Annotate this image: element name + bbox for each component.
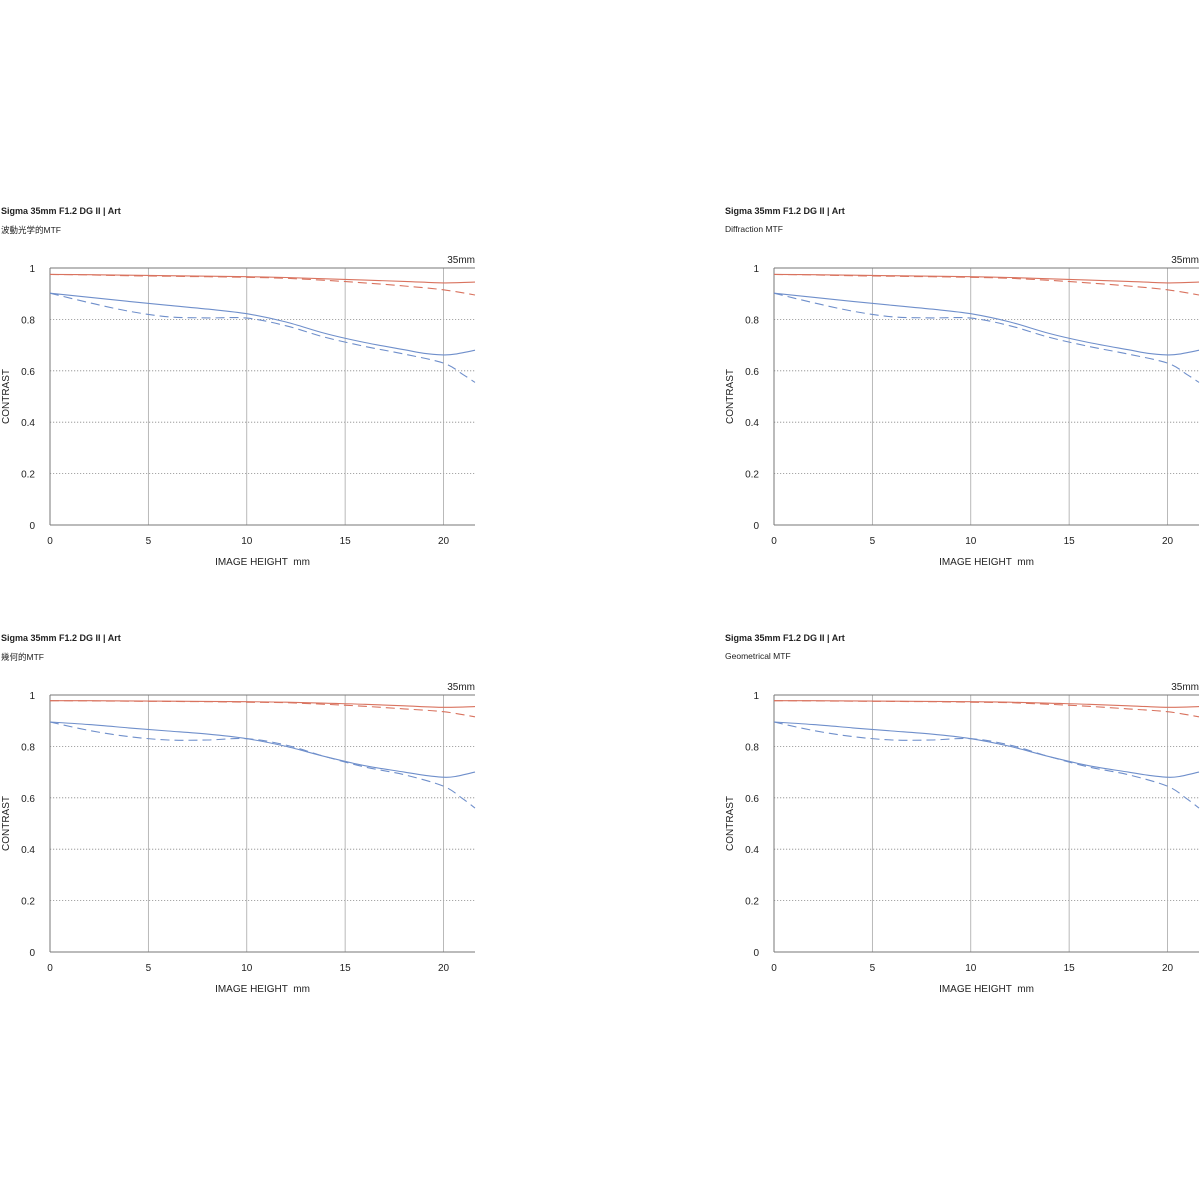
y-tick-label: 0.2 (745, 897, 759, 908)
y-tick-label: 0.8 (21, 742, 35, 753)
y-tick-label: 0.6 (745, 367, 759, 378)
mtf-series-line-2 (773, 700, 1200, 718)
mtf-series-line-4 (773, 292, 1200, 383)
y-tick-label: 0.8 (745, 742, 759, 753)
y-axis-label: CONTRAST (1, 796, 12, 851)
y-tick-label: 0 (753, 521, 759, 532)
y-axis-label: CONTRAST (725, 796, 736, 851)
y-tick-label: 0.2 (745, 470, 759, 481)
chart-subtitle: Geometrical MTF (725, 651, 791, 661)
chart-subtitle: 波動光学的MTF (1, 225, 61, 235)
mtf-series-line-3 (49, 721, 476, 778)
x-tick-label: 10 (965, 963, 977, 974)
mtf-chart-panel-4: Sigma 35mm F1.2 DG II | Art Geometrical … (724, 627, 1200, 1027)
x-tick-label: 10 (965, 536, 977, 547)
mtf-chart-panel-3: Sigma 35mm F1.2 DG II | Art 幾何的MTF 0 0.2 0… (0, 627, 480, 1027)
x-tick-label: 15 (1064, 536, 1076, 547)
y-tick-label: 0.4 (21, 418, 35, 429)
x-tick-label: 0 (771, 963, 777, 974)
chart-subtitle: Diffraction MTF (725, 224, 783, 234)
mtf-series-line-1 (773, 700, 1200, 708)
x-tick-label: 20 (1162, 963, 1174, 974)
x-axis-label: IMAGE HEIGHT mm (939, 557, 1034, 568)
chart-subtitle: 幾何的MTF (1, 652, 44, 662)
focal-length-label: 35mm (447, 682, 475, 693)
x-tick-label: 20 (438, 963, 450, 974)
x-tick-label: 10 (241, 963, 253, 974)
y-axis-label: CONTRAST (1, 369, 12, 424)
mtf-series-line-2 (49, 273, 476, 296)
x-tick-label: 5 (146, 963, 152, 974)
focal-length-label: 35mm (1171, 682, 1199, 693)
focal-length-label: 35mm (1171, 255, 1199, 266)
mtf-series-line-2 (49, 700, 476, 718)
y-tick-label: 0.4 (745, 845, 759, 856)
chart-title: Sigma 35mm F1.2 DG II | Art (1, 633, 121, 643)
mtf-series-line-3 (773, 721, 1200, 778)
x-tick-label: 15 (1064, 963, 1076, 974)
mtf-series-line-2 (773, 273, 1200, 296)
x-tick-label: 5 (870, 963, 876, 974)
y-tick-label: 1 (753, 264, 759, 275)
mtf-series-line-3 (49, 292, 476, 356)
focal-length-label: 35mm (447, 255, 475, 266)
y-tick-label: 0.6 (21, 794, 35, 805)
mtf-series-line-4 (49, 292, 476, 383)
chart-title: Sigma 35mm F1.2 DG II | Art (725, 633, 845, 643)
y-tick-label: 0.6 (21, 367, 35, 378)
x-tick-label: 0 (771, 536, 777, 547)
y-tick-label: 0.2 (21, 470, 35, 481)
chart-title: Sigma 35mm F1.2 DG II | Art (1, 206, 121, 216)
y-tick-label: 0.8 (21, 315, 35, 326)
y-tick-label: 0.4 (745, 418, 759, 429)
y-tick-label: 0.4 (21, 845, 35, 856)
mtf-series-line-1 (49, 700, 476, 708)
mtf-series-line-4 (49, 721, 476, 809)
y-tick-label: 0 (29, 521, 35, 532)
y-tick-label: 0.6 (745, 794, 759, 805)
y-tick-label: 1 (29, 691, 35, 702)
x-tick-label: 0 (47, 963, 53, 974)
x-tick-label: 15 (340, 536, 352, 547)
mtf-chart-panel-1: Sigma 35mm F1.2 DG II | Art 波動光学的MTF 0 0.… (0, 200, 480, 600)
y-axis-label: CONTRAST (725, 369, 736, 424)
mtf-series-line-4 (773, 721, 1200, 809)
y-tick-label: 0.8 (745, 315, 759, 326)
chart-title: Sigma 35mm F1.2 DG II | Art (725, 206, 845, 216)
x-tick-label: 0 (47, 536, 53, 547)
y-tick-label: 1 (753, 691, 759, 702)
y-tick-label: 0 (753, 948, 759, 959)
mtf-chart-panel-2: Sigma 35mm F1.2 DG II | Art Diffraction … (724, 200, 1200, 600)
x-tick-label: 15 (340, 963, 352, 974)
x-tick-label: 5 (870, 536, 876, 547)
y-tick-label: 1 (29, 264, 35, 275)
x-tick-label: 5 (146, 536, 152, 547)
x-tick-label: 20 (438, 536, 450, 547)
x-axis-label: IMAGE HEIGHT mm (215, 984, 310, 995)
y-tick-label: 0 (29, 948, 35, 959)
x-tick-label: 10 (241, 536, 253, 547)
mtf-series-line-3 (773, 292, 1200, 356)
x-axis-label: IMAGE HEIGHT mm (939, 984, 1034, 995)
x-tick-label: 20 (1162, 536, 1174, 547)
x-axis-label: IMAGE HEIGHT mm (215, 557, 310, 568)
y-tick-label: 0.2 (21, 897, 35, 908)
